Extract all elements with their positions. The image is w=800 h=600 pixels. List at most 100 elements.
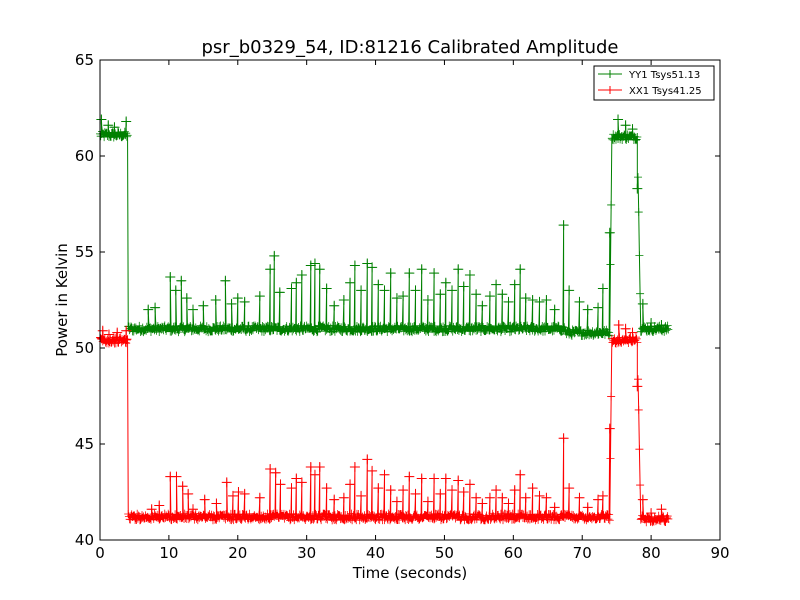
data-point: [227, 490, 238, 501]
data-point: [391, 496, 402, 507]
data-point: [632, 183, 643, 194]
data-point: [198, 300, 209, 311]
data-point: [520, 492, 531, 503]
x-tick-label: 50: [435, 544, 454, 562]
data-point: [338, 492, 349, 503]
data-point: [291, 473, 302, 484]
data-point: [435, 289, 446, 300]
data-point: [379, 469, 390, 480]
data-point: [165, 271, 176, 282]
data-point: [143, 304, 154, 315]
data-point: [345, 479, 356, 490]
legend-label-xx1: XX1 Tsys41.25: [629, 86, 702, 97]
data-point: [597, 490, 608, 501]
data-point: [265, 463, 276, 474]
data-point: [150, 302, 161, 313]
data-point: [356, 285, 367, 296]
data-point: [270, 467, 281, 478]
data-point: [112, 327, 123, 338]
data-point: [435, 488, 446, 499]
data-point: [309, 258, 320, 269]
data-point: [503, 498, 514, 509]
y-tick-label: 45: [75, 435, 94, 453]
data-point: [558, 220, 569, 231]
data-point: [447, 285, 458, 296]
data-point: [211, 498, 222, 509]
data-point: [176, 275, 187, 286]
data-point: [491, 279, 502, 290]
data-point: [274, 287, 285, 298]
data-point: [637, 298, 648, 309]
data-point: [398, 485, 409, 496]
data-point: [656, 504, 667, 515]
data-point: [329, 494, 340, 505]
data-point: [564, 483, 575, 494]
data-point: [646, 318, 657, 329]
data-point: [464, 479, 475, 490]
data-point: [464, 270, 475, 281]
data-point: [637, 494, 648, 505]
data-point: [121, 325, 132, 336]
data-point: [265, 264, 276, 275]
data-point: [422, 295, 433, 305]
data-point: [458, 487, 469, 497]
data-point: [627, 124, 638, 135]
data-point: [484, 291, 495, 302]
data-point: [181, 293, 192, 304]
data-point: [362, 258, 373, 269]
data-point: [226, 298, 237, 309]
data-point: [416, 264, 427, 275]
data-point: [220, 275, 231, 286]
data-point: [404, 268, 415, 279]
data-point: [296, 477, 307, 488]
data-point: [646, 508, 657, 519]
x-tick-label: 90: [710, 544, 729, 562]
data-point: [520, 293, 531, 304]
data-point: [221, 477, 232, 488]
data-point: [305, 260, 316, 271]
data-point: [314, 264, 325, 275]
data-point: [509, 485, 520, 496]
data-point: [534, 490, 545, 501]
x-tick-label: 20: [228, 544, 247, 562]
data-point: [183, 488, 194, 499]
data-point: [239, 296, 250, 307]
data-point: [97, 325, 108, 336]
x-axis-title: Time (seconds): [352, 564, 468, 582]
data-point: [527, 483, 538, 494]
data-point: [541, 295, 552, 305]
data-point: [422, 496, 433, 507]
data-point: [477, 498, 488, 509]
data-point: [453, 475, 464, 486]
legend-marker-xx1: [606, 86, 614, 94]
y-tick-label: 65: [75, 51, 94, 69]
data-point: [549, 304, 560, 315]
data-point: [103, 329, 114, 340]
data-point: [109, 122, 120, 133]
data-point: [239, 488, 250, 499]
data-point: [373, 483, 384, 494]
data-point: [497, 289, 508, 300]
data-point: [620, 323, 631, 334]
data-point: [96, 114, 107, 125]
data-point: [296, 270, 307, 281]
data-point: [349, 462, 360, 473]
data-point: [367, 465, 378, 476]
data-point: [582, 304, 593, 315]
data-point: [574, 492, 585, 503]
data-point: [121, 116, 132, 127]
data-point: [656, 319, 667, 330]
y-axis: 40 45 50 55 60 65: [75, 51, 720, 549]
data-point: [291, 277, 302, 288]
data-point: [171, 471, 182, 482]
y-tick-label: 55: [75, 243, 94, 261]
data-point: [497, 492, 508, 503]
legend-box: [593, 65, 715, 101]
data-point: [564, 285, 575, 296]
data-point: [515, 469, 526, 480]
data-point: [362, 454, 373, 465]
y-axis-title: Power in Kelvin: [53, 243, 71, 357]
data-point: [188, 304, 198, 315]
data-point: [558, 433, 569, 444]
data-point: [491, 485, 502, 496]
